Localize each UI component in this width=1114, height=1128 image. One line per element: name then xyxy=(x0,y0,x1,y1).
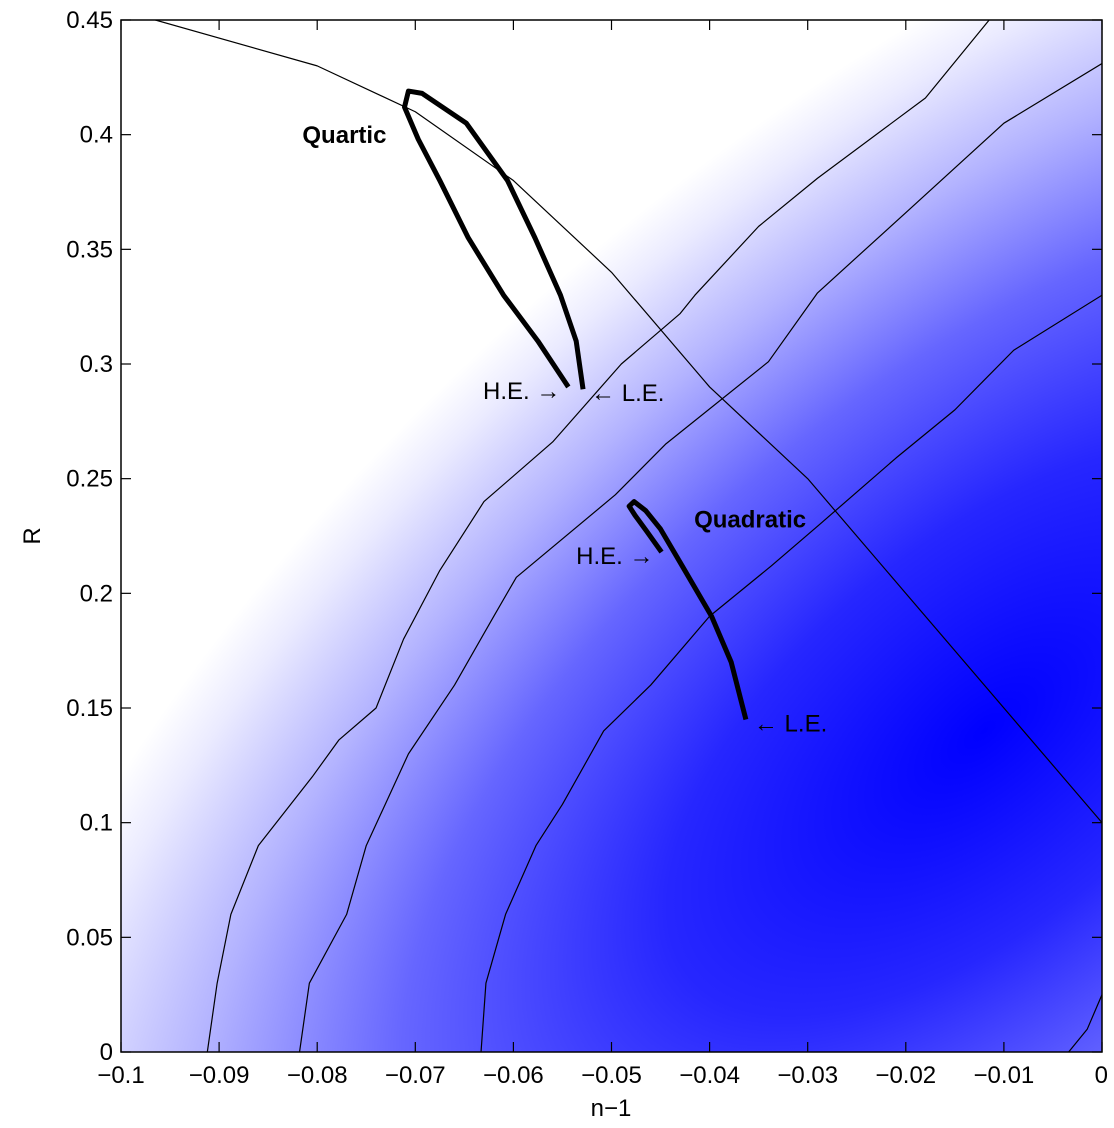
contour-line xyxy=(1068,994,1102,1052)
contour-line xyxy=(206,20,990,1052)
y-tick-label: 0.25 xyxy=(66,466,113,493)
y-tick-label: 0.1 xyxy=(80,810,113,837)
y-tick-label: 0 xyxy=(100,1039,113,1066)
y-axis-ticks: 0 0.05 0.1 0.15 0.2 0.25 0.3 0.35 0.4 0.45 xyxy=(66,7,1102,1066)
contour-line xyxy=(298,63,1102,1052)
y-tick-label: 0.05 xyxy=(66,924,113,951)
he-annotation: H.E. → xyxy=(576,543,653,570)
le-annotation: ← L.E. xyxy=(591,380,664,407)
density-fill xyxy=(121,20,1102,1052)
likelihood-density xyxy=(121,20,1102,1052)
y-tick-label: 0.4 xyxy=(80,122,113,149)
he-annotation: H.E. → xyxy=(483,378,560,405)
trajectory-quadratic xyxy=(626,499,749,721)
x-tick-label: −0.1 xyxy=(97,1062,144,1089)
x-tick-label: −0.06 xyxy=(483,1062,544,1089)
y-tick-label: 0.3 xyxy=(80,351,113,378)
y-tick-label: 0.35 xyxy=(66,236,113,263)
x-axis-ticks: −0.1 −0.09 −0.08 −0.07 −0.06 −0.05 −0.04 −0.03 −… xyxy=(97,20,1108,1089)
contour-lines xyxy=(155,20,1102,1052)
y-axis-label: R xyxy=(19,527,46,544)
x-tick-label: 0 xyxy=(1095,1062,1108,1089)
trajectories: Quartic H.E. → ← L.E. Quadratic H.E. → ← L.E. xyxy=(302,88,827,737)
x-tick-label: −0.01 xyxy=(974,1062,1035,1089)
y-tick-label: 0.45 xyxy=(66,7,113,34)
trajectory-quartic xyxy=(402,88,586,390)
contour-line xyxy=(480,294,1102,1052)
x-tick-label: −0.02 xyxy=(875,1062,936,1089)
y-tick-label: 0.15 xyxy=(66,695,113,722)
y-tick-label: 0.2 xyxy=(80,580,113,607)
series-label: Quartic xyxy=(302,122,386,149)
x-tick-label: −0.08 xyxy=(287,1062,348,1089)
x-tick-label: −0.04 xyxy=(679,1062,740,1089)
le-annotation: ← L.E. xyxy=(754,710,827,737)
series-label: Quadratic xyxy=(694,507,806,534)
x-axis-label: n−1 xyxy=(591,1095,632,1122)
x-tick-label: −0.05 xyxy=(581,1062,642,1089)
x-tick-label: −0.07 xyxy=(385,1062,446,1089)
x-tick-label: −0.03 xyxy=(777,1062,838,1089)
x-tick-label: −0.09 xyxy=(189,1062,250,1089)
